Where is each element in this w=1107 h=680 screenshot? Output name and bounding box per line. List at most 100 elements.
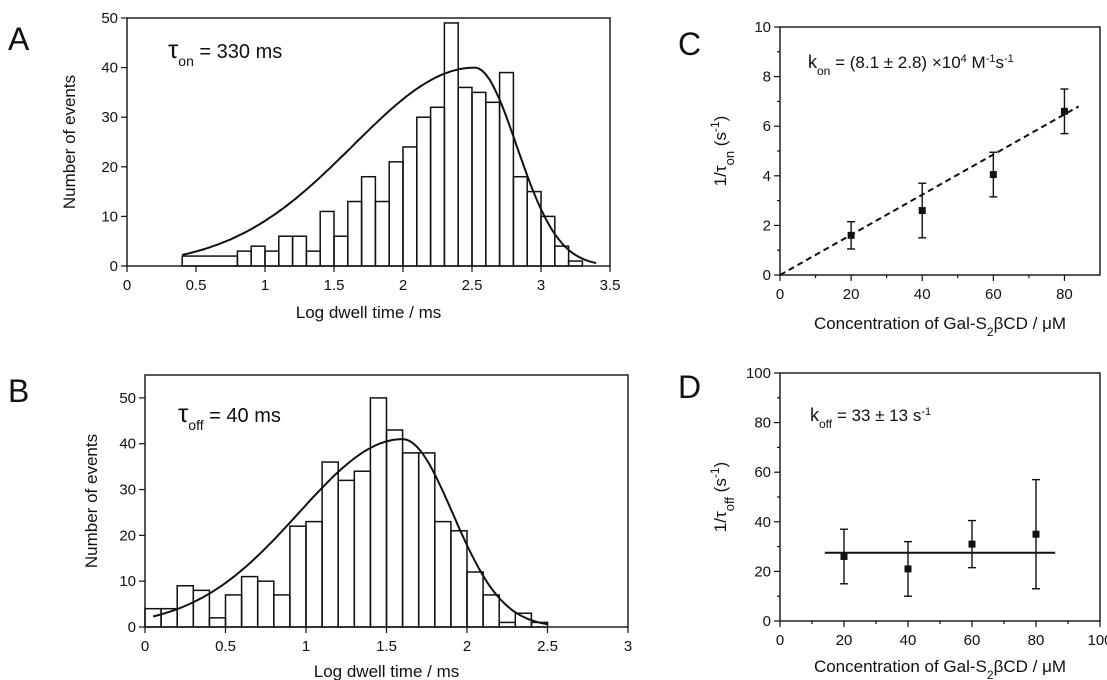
data-point (1032, 530, 1040, 538)
histogram-bin (388, 161, 404, 267)
histogram-bin (429, 106, 446, 267)
x-tick-label: 1 (261, 277, 269, 294)
fit-curve (181, 66, 597, 264)
x-tick-label: 80 (1056, 286, 1073, 303)
histogram-bin (374, 200, 390, 267)
y-tick-label: 6 (763, 118, 771, 135)
y-tick-label: 4 (763, 168, 771, 185)
histogram-bin (208, 617, 227, 628)
histogram-bin (192, 589, 211, 628)
x-tick-label: 3 (537, 277, 545, 294)
x-tick-label: 40 (914, 286, 931, 303)
y-tick-label: 0 (763, 613, 771, 630)
histogram (181, 22, 584, 267)
annotation: τon = 330 ms (168, 34, 282, 69)
panel-a: A 0 0.5 1 1.5 2 2.5 3 3.5 0 10 20 30 40 50 Log dwell ti… (8, 10, 620, 322)
histogram-bin (181, 255, 239, 267)
histogram-bin (385, 429, 404, 628)
panel-c: C 0 20 40 60 80 0 2 4 6 8 10 Concentration of Gal-S2… (678, 19, 1101, 339)
y-tick-label: 40 (754, 514, 771, 531)
histogram-bin (498, 71, 515, 267)
x-tick-label: 0.5 (186, 277, 207, 294)
x-tick-label: 1.5 (376, 638, 397, 655)
x-tick-label: 40 (900, 632, 917, 649)
fit-curve (152, 438, 548, 626)
y-axis-label: 1/τoff (s-1) (708, 462, 737, 532)
y-tick-label: 20 (119, 527, 136, 544)
histogram-bin (567, 260, 584, 267)
x-tick-label: 2.5 (462, 277, 483, 294)
y-tick-label: 0 (110, 258, 118, 275)
y-tick-label: 50 (101, 10, 118, 27)
histogram-bin (337, 479, 356, 628)
panel-label: C (678, 26, 701, 62)
plot-frame (779, 372, 1101, 622)
x-tick-label: 1 (302, 638, 310, 655)
histogram-bin (353, 470, 372, 628)
y-tick-label: 10 (119, 573, 136, 590)
histogram-bin (554, 245, 570, 267)
histogram-bin (401, 452, 420, 628)
x-tick-label: 2 (399, 277, 407, 294)
x-tick-label: 20 (836, 632, 853, 649)
y-tick-label: 20 (101, 159, 118, 176)
y-axis-label: Number of events (60, 75, 79, 209)
x-tick-label: 0 (141, 638, 149, 655)
histogram-bin (360, 175, 377, 267)
histogram-bin (256, 580, 275, 628)
panel-d: D 0 20 40 60 80 100 0 20 40 60 80 100 Concentration o… (678, 365, 1107, 680)
x-tick-label: 3.5 (600, 277, 621, 294)
y-tick-label: 0 (763, 267, 771, 284)
x-axis-label: Concentration of Gal-S2βCD / μM (814, 657, 1066, 680)
y-tick-label: 80 (754, 415, 771, 432)
y-axis-label: 1/τon (s-1) (708, 116, 737, 187)
histogram-bin (333, 235, 349, 267)
histogram-bin (540, 215, 556, 267)
x-axis-label: Log dwell time / ms (314, 662, 460, 680)
x-tick-label: 3 (624, 638, 632, 655)
histogram-bin (485, 101, 501, 267)
histogram (144, 397, 549, 628)
x-tick-label: 2.5 (537, 638, 558, 655)
y-tick-label: 100 (746, 365, 771, 382)
y-tick-label: 8 (763, 69, 771, 86)
x-tick-label: 20 (843, 286, 860, 303)
histogram-bin (291, 235, 308, 267)
y-tick-label: 0 (128, 619, 136, 636)
x-tick-label: 2 (463, 638, 471, 655)
data-point (918, 207, 926, 215)
y-tick-label: 40 (101, 60, 118, 77)
y-tick-label: 2 (763, 217, 771, 234)
data-point (1060, 107, 1068, 115)
histogram-bin (273, 594, 291, 628)
y-tick-label: 20 (754, 563, 771, 580)
histogram-bin (250, 245, 266, 267)
panel-label: D (678, 369, 701, 405)
histogram-bin (434, 520, 452, 628)
panel-label: A (8, 21, 30, 57)
y-tick-label: 30 (119, 482, 136, 499)
data-point (968, 540, 976, 548)
histogram-bin (416, 116, 432, 267)
x-axis-label: Log dwell time / ms (296, 303, 442, 322)
histogram-bin (278, 235, 294, 267)
histogram-bin (289, 525, 307, 628)
histogram-bin (369, 397, 388, 628)
panel-label: B (8, 373, 29, 409)
annotation: koff = 33 ± 13 s-1 (810, 405, 931, 431)
x-tick-label: 0 (776, 286, 784, 303)
histogram-bin (482, 594, 500, 628)
y-tick-label: 10 (101, 208, 118, 225)
data-point (840, 553, 848, 561)
histogram-bin (471, 91, 487, 267)
x-tick-label: 0 (123, 277, 131, 294)
histogram-bin (305, 520, 323, 628)
y-tick-label: 30 (101, 109, 118, 126)
x-tick-label: 60 (985, 286, 1002, 303)
histogram-bin (347, 200, 363, 267)
histogram-bin (512, 175, 528, 267)
x-tick-label: 60 (964, 632, 981, 649)
histogram-bin (417, 452, 436, 628)
